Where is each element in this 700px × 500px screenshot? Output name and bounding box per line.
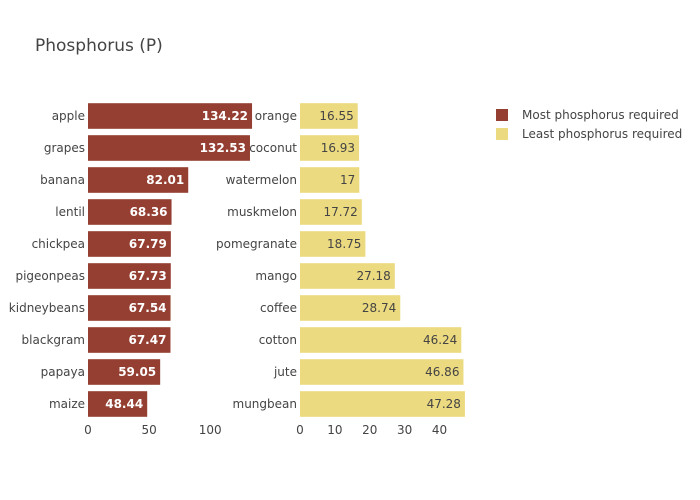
category-label: blackgram <box>22 333 85 347</box>
bar-orange[interactable] <box>300 103 358 129</box>
data-label: 59.05 <box>118 365 156 379</box>
data-label: 46.24 <box>423 333 457 347</box>
plot-area: apple 134.22 grapes 132.53 banana 82.01 lentil… <box>9 103 465 437</box>
data-label: 67.79 <box>129 237 167 251</box>
bar-mango[interactable] <box>300 263 395 289</box>
bar-pigeonpeas[interactable] <box>88 263 171 289</box>
category-label: jute <box>273 365 297 379</box>
category-label: pigeonpeas <box>15 269 85 283</box>
bar-banana[interactable] <box>88 167 189 193</box>
category-label: maize <box>49 397 85 411</box>
x-tick-label: 50 <box>141 423 156 437</box>
category-label: coffee <box>260 301 297 315</box>
panel-2: orange 16.55 coconut 16.93 watermelon 17 muskm… <box>216 103 465 437</box>
data-label: 47.28 <box>427 397 461 411</box>
bar-apple[interactable] <box>88 103 253 129</box>
legend-label: Least phosphorus required <box>522 127 682 141</box>
data-label: 16.55 <box>319 109 353 123</box>
bar-coffee[interactable] <box>300 295 401 321</box>
data-label: 46.86 <box>425 365 459 379</box>
legend-item-1[interactable]: Most phosphorus required <box>496 108 679 122</box>
chart-title: Phosphorus (P) <box>35 36 163 56</box>
x-tick-label: 20 <box>362 423 377 437</box>
bar-muskmelon[interactable] <box>300 199 362 225</box>
category-label: mungbean <box>233 397 297 411</box>
category-label: muskmelon <box>227 205 297 219</box>
panel-1: apple 134.22 grapes 132.53 banana 82.01 lentil… <box>9 103 253 437</box>
data-label: 134.22 <box>202 109 248 123</box>
category-label: banana <box>40 173 85 187</box>
data-label: 67.47 <box>128 333 166 347</box>
data-label: 67.73 <box>129 269 167 283</box>
data-label: 27.18 <box>356 269 390 283</box>
bar-watermelon[interactable] <box>300 167 360 193</box>
x-tick-label: 40 <box>432 423 447 437</box>
category-label: pomegranate <box>216 237 297 251</box>
bar-lentil[interactable] <box>88 199 172 225</box>
category-label: mango <box>255 269 297 283</box>
category-label: chickpea <box>32 237 85 251</box>
data-label: 28.74 <box>362 301 396 315</box>
bar-blackgram[interactable] <box>88 327 171 353</box>
bar-cotton[interactable] <box>300 327 462 353</box>
x-tick-label: 100 <box>199 423 222 437</box>
data-label: 17.72 <box>323 205 357 219</box>
category-label: lentil <box>55 205 85 219</box>
data-label: 132.53 <box>200 141 246 155</box>
bar-jute[interactable] <box>300 359 464 385</box>
legend-swatch <box>496 109 508 121</box>
data-label: 68.36 <box>130 205 168 219</box>
category-label: coconut <box>249 141 297 155</box>
category-label: apple <box>52 109 85 123</box>
category-label: orange <box>255 109 297 123</box>
bar-pomegranate[interactable] <box>300 231 366 257</box>
legend[interactable]: Most phosphorus required Least phosphorus… <box>496 108 682 141</box>
data-label: 17 <box>340 173 355 187</box>
legend-item-2[interactable]: Least phosphorus required <box>496 127 682 141</box>
legend-label: Most phosphorus required <box>522 108 679 122</box>
data-label: 18.75 <box>327 237 361 251</box>
data-label: 16.93 <box>321 141 355 155</box>
category-label: cotton <box>259 333 297 347</box>
bar-chickpea[interactable] <box>88 231 171 257</box>
bar-mungbean[interactable] <box>300 391 465 417</box>
category-label: watermelon <box>226 173 297 187</box>
data-label: 82.01 <box>146 173 184 187</box>
bar-coconut[interactable] <box>300 135 360 161</box>
bar-maize[interactable] <box>88 391 148 417</box>
category-label: kidneybeans <box>9 301 85 315</box>
bar-papaya[interactable] <box>88 359 161 385</box>
data-label: 48.44 <box>105 397 143 411</box>
x-tick-label: 30 <box>397 423 412 437</box>
bar-kidneybeans[interactable] <box>88 295 171 321</box>
bar-grapes[interactable] <box>88 135 250 161</box>
category-label: grapes <box>44 141 85 155</box>
x-tick-label: 0 <box>84 423 92 437</box>
x-tick-label: 0 <box>296 423 304 437</box>
category-label: papaya <box>41 365 85 379</box>
legend-swatch <box>496 128 508 140</box>
x-tick-label: 10 <box>327 423 342 437</box>
data-label: 67.54 <box>129 301 167 315</box>
